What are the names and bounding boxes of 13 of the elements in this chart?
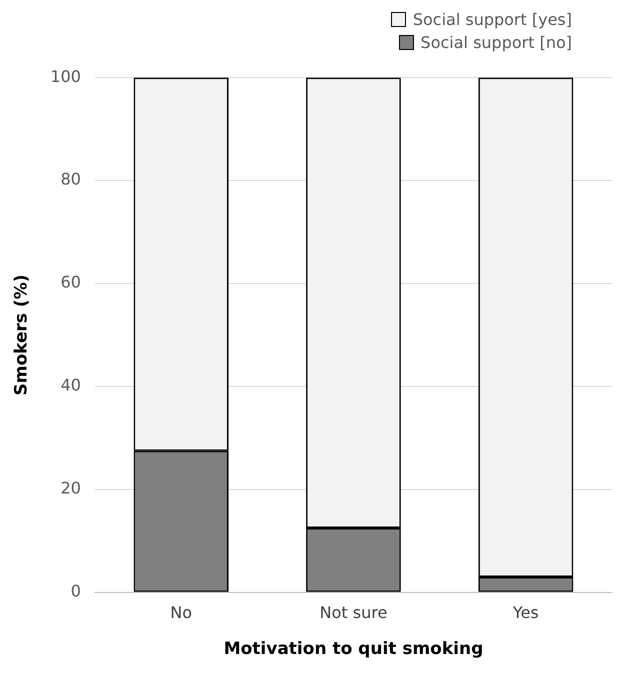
y-axis-title: Smokers (%)	[12, 274, 32, 396]
y-tick-label: 40	[60, 376, 81, 395]
legend-label: Social support [no]	[420, 33, 572, 52]
x-tick-label: No	[170, 603, 192, 622]
y-tick-label: 100	[50, 66, 81, 86]
y-tick-label: 60	[60, 272, 81, 292]
x-axis-title: Motivation to quit smoking	[224, 639, 484, 660]
x-tick-label: Yes	[512, 603, 539, 622]
x-tick-label: Not sure	[320, 603, 388, 622]
y-tick-label: 0	[70, 582, 81, 601]
y-tick-label: 80	[60, 170, 81, 189]
y-tick-label: 20	[60, 478, 81, 498]
legend-label: Social support [yes]	[412, 10, 572, 29]
